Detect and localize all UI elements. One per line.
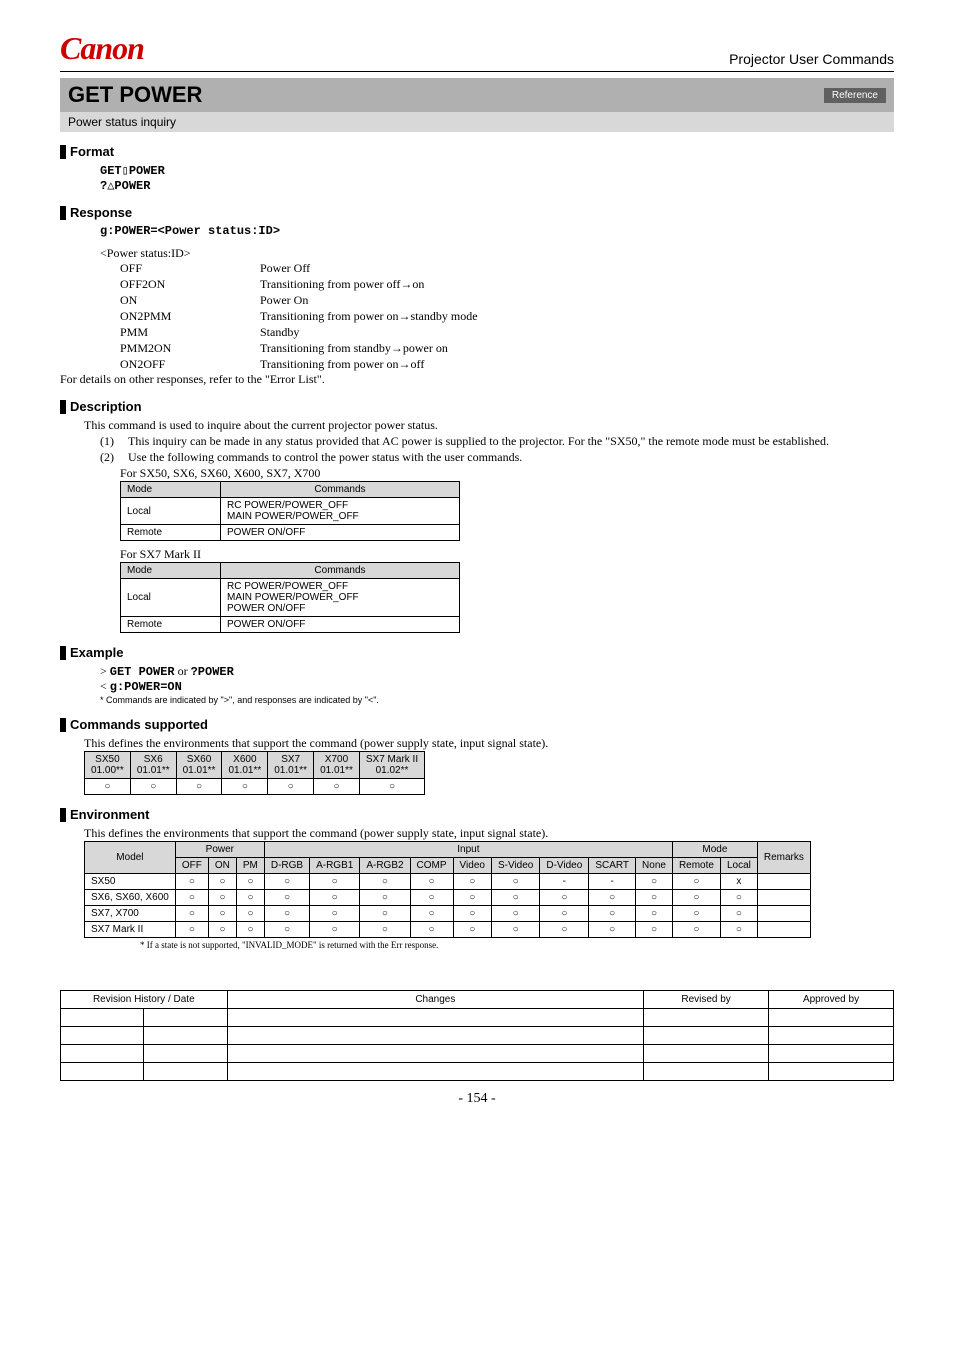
table-row: SX7 Mark II○○○○○○○○○○○○○○	[85, 922, 811, 938]
table-row	[61, 1009, 894, 1027]
revision-table: Revision History / DateChangesRevised by…	[60, 990, 894, 1081]
response-status-list: OFFPower OffOFF2ONTransitioning from pow…	[120, 261, 894, 372]
table-row: SX7, X700○○○○○○○○○○○○○○	[85, 906, 811, 922]
description-points: (1)This inquiry can be made in any statu…	[100, 434, 894, 465]
brand-logo: Canon	[60, 30, 144, 67]
status-id: ON2OFF	[120, 357, 260, 372]
status-desc: Standby	[260, 325, 894, 340]
response-list-title: <Power status:ID>	[100, 246, 894, 261]
table-row: RemotePOWER ON/OFF	[121, 525, 460, 541]
environment-desc: This defines the environments that suppo…	[84, 826, 894, 841]
table-row: SX6, SX60, X600○○○○○○○○○○○○○○	[85, 890, 811, 906]
status-desc: Transitioning from power on→off	[260, 357, 894, 372]
example-line-1: > GET POWER or ?POWER	[100, 664, 894, 679]
example-footnote: * Commands are indicated by ">", and res…	[100, 695, 894, 705]
status-id: ON2PMM	[120, 309, 260, 324]
table-row: LocalRC POWER/POWER_OFF MAIN POWER/POWER…	[121, 579, 460, 617]
format-line-2: ?△POWER	[100, 178, 894, 193]
page-number: - 154 -	[60, 1091, 894, 1107]
description-intro: This command is used to inquire about th…	[84, 418, 894, 433]
command-bar: GET POWER Reference	[60, 78, 894, 112]
table-row: RemotePOWER ON/OFF	[121, 617, 460, 633]
response-note: For details on other responses, refer to…	[60, 372, 894, 387]
section-description: Description	[60, 399, 894, 414]
status-desc: Power Off	[260, 261, 894, 276]
description-item: (2)Use the following commands to control…	[100, 450, 894, 465]
status-id: ON	[120, 293, 260, 308]
mode-table1-caption: For SX50, SX6, SX60, X600, SX7, X700	[120, 466, 894, 481]
status-id: OFF	[120, 261, 260, 276]
mode-table2-caption: For SX7 Mark II	[120, 547, 894, 562]
environment-table: ModelPowerInputModeRemarksOFFONPMD-RGBA-…	[84, 841, 811, 938]
table-row: ○○○○○○○	[85, 779, 425, 795]
status-id: PMM2ON	[120, 341, 260, 356]
supported-desc: This defines the environments that suppo…	[84, 736, 894, 751]
format-line-1: GET▯POWER	[100, 163, 894, 178]
environment-footnote: * If a state is not supported, "INVALID_…	[140, 940, 894, 950]
status-desc: Transitioning from standby→power on	[260, 341, 894, 356]
section-environment: Environment	[60, 807, 894, 822]
table-row	[61, 1045, 894, 1063]
status-desc: Transitioning from power off→on	[260, 277, 894, 292]
section-format: Format	[60, 144, 894, 159]
header-rule	[60, 71, 894, 72]
status-id: PMM	[120, 325, 260, 340]
mode-table-2: ModeCommandsLocalRC POWER/POWER_OFF MAIN…	[120, 562, 460, 633]
section-example: Example	[60, 645, 894, 660]
status-desc: Transitioning from power on→standby mode	[260, 309, 894, 324]
mode-table-1: ModeCommandsLocalRC POWER/POWER_OFF MAIN…	[120, 481, 460, 541]
table-row: LocalRC POWER/POWER_OFF MAIN POWER/POWER…	[121, 498, 460, 525]
table-row: SX50○○○○○○○○○--○○x	[85, 874, 811, 890]
response-line: g:POWER=<Power status:ID>	[100, 224, 894, 238]
section-response: Response	[60, 205, 894, 220]
supported-table: SX5001.00**SX601.01**SX6001.01**X60001.0…	[84, 751, 425, 795]
section-supported: Commands supported	[60, 717, 894, 732]
reference-badge: Reference	[824, 88, 886, 103]
command-subtitle: Power status inquiry	[60, 112, 894, 132]
command-name: GET POWER	[68, 82, 202, 108]
status-desc: Power On	[260, 293, 894, 308]
description-item: (1)This inquiry can be made in any statu…	[100, 434, 894, 449]
table-row	[61, 1027, 894, 1045]
example-line-2: < g:POWER=ON	[100, 679, 894, 694]
doc-title: Projector User Commands	[729, 51, 894, 67]
table-row	[61, 1063, 894, 1081]
status-id: OFF2ON	[120, 277, 260, 292]
